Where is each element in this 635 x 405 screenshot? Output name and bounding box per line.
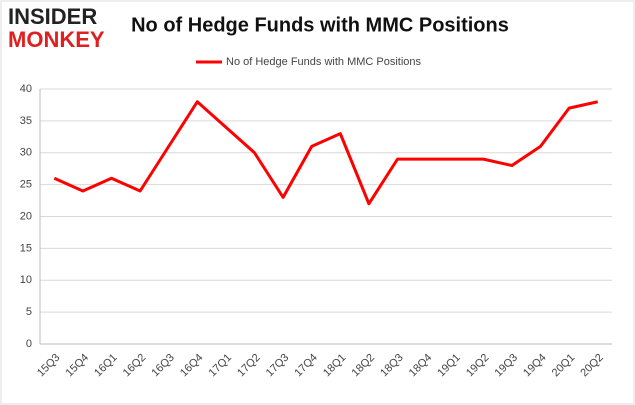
data-line — [53, 100, 599, 206]
logo-bottom: MONKEY — [8, 27, 105, 52]
y-tick-label: 40 — [20, 83, 32, 95]
y-tick-label: 15 — [20, 242, 32, 254]
y-tick-label: 5 — [26, 306, 32, 318]
y-tick-label: 25 — [20, 179, 32, 191]
y-tick-label: 0 — [26, 338, 32, 350]
legend-label: No of Hedge Funds with MMC Positions — [226, 56, 422, 68]
y-tick-label: 35 — [20, 115, 32, 127]
y-tick-label: 10 — [20, 274, 32, 286]
y-tick-label: 20 — [20, 210, 32, 222]
logo-top: INSIDER — [8, 4, 97, 29]
y-tick-label: 30 — [20, 147, 32, 159]
chart-title: No of Hedge Funds with MMC Positions — [131, 14, 509, 36]
